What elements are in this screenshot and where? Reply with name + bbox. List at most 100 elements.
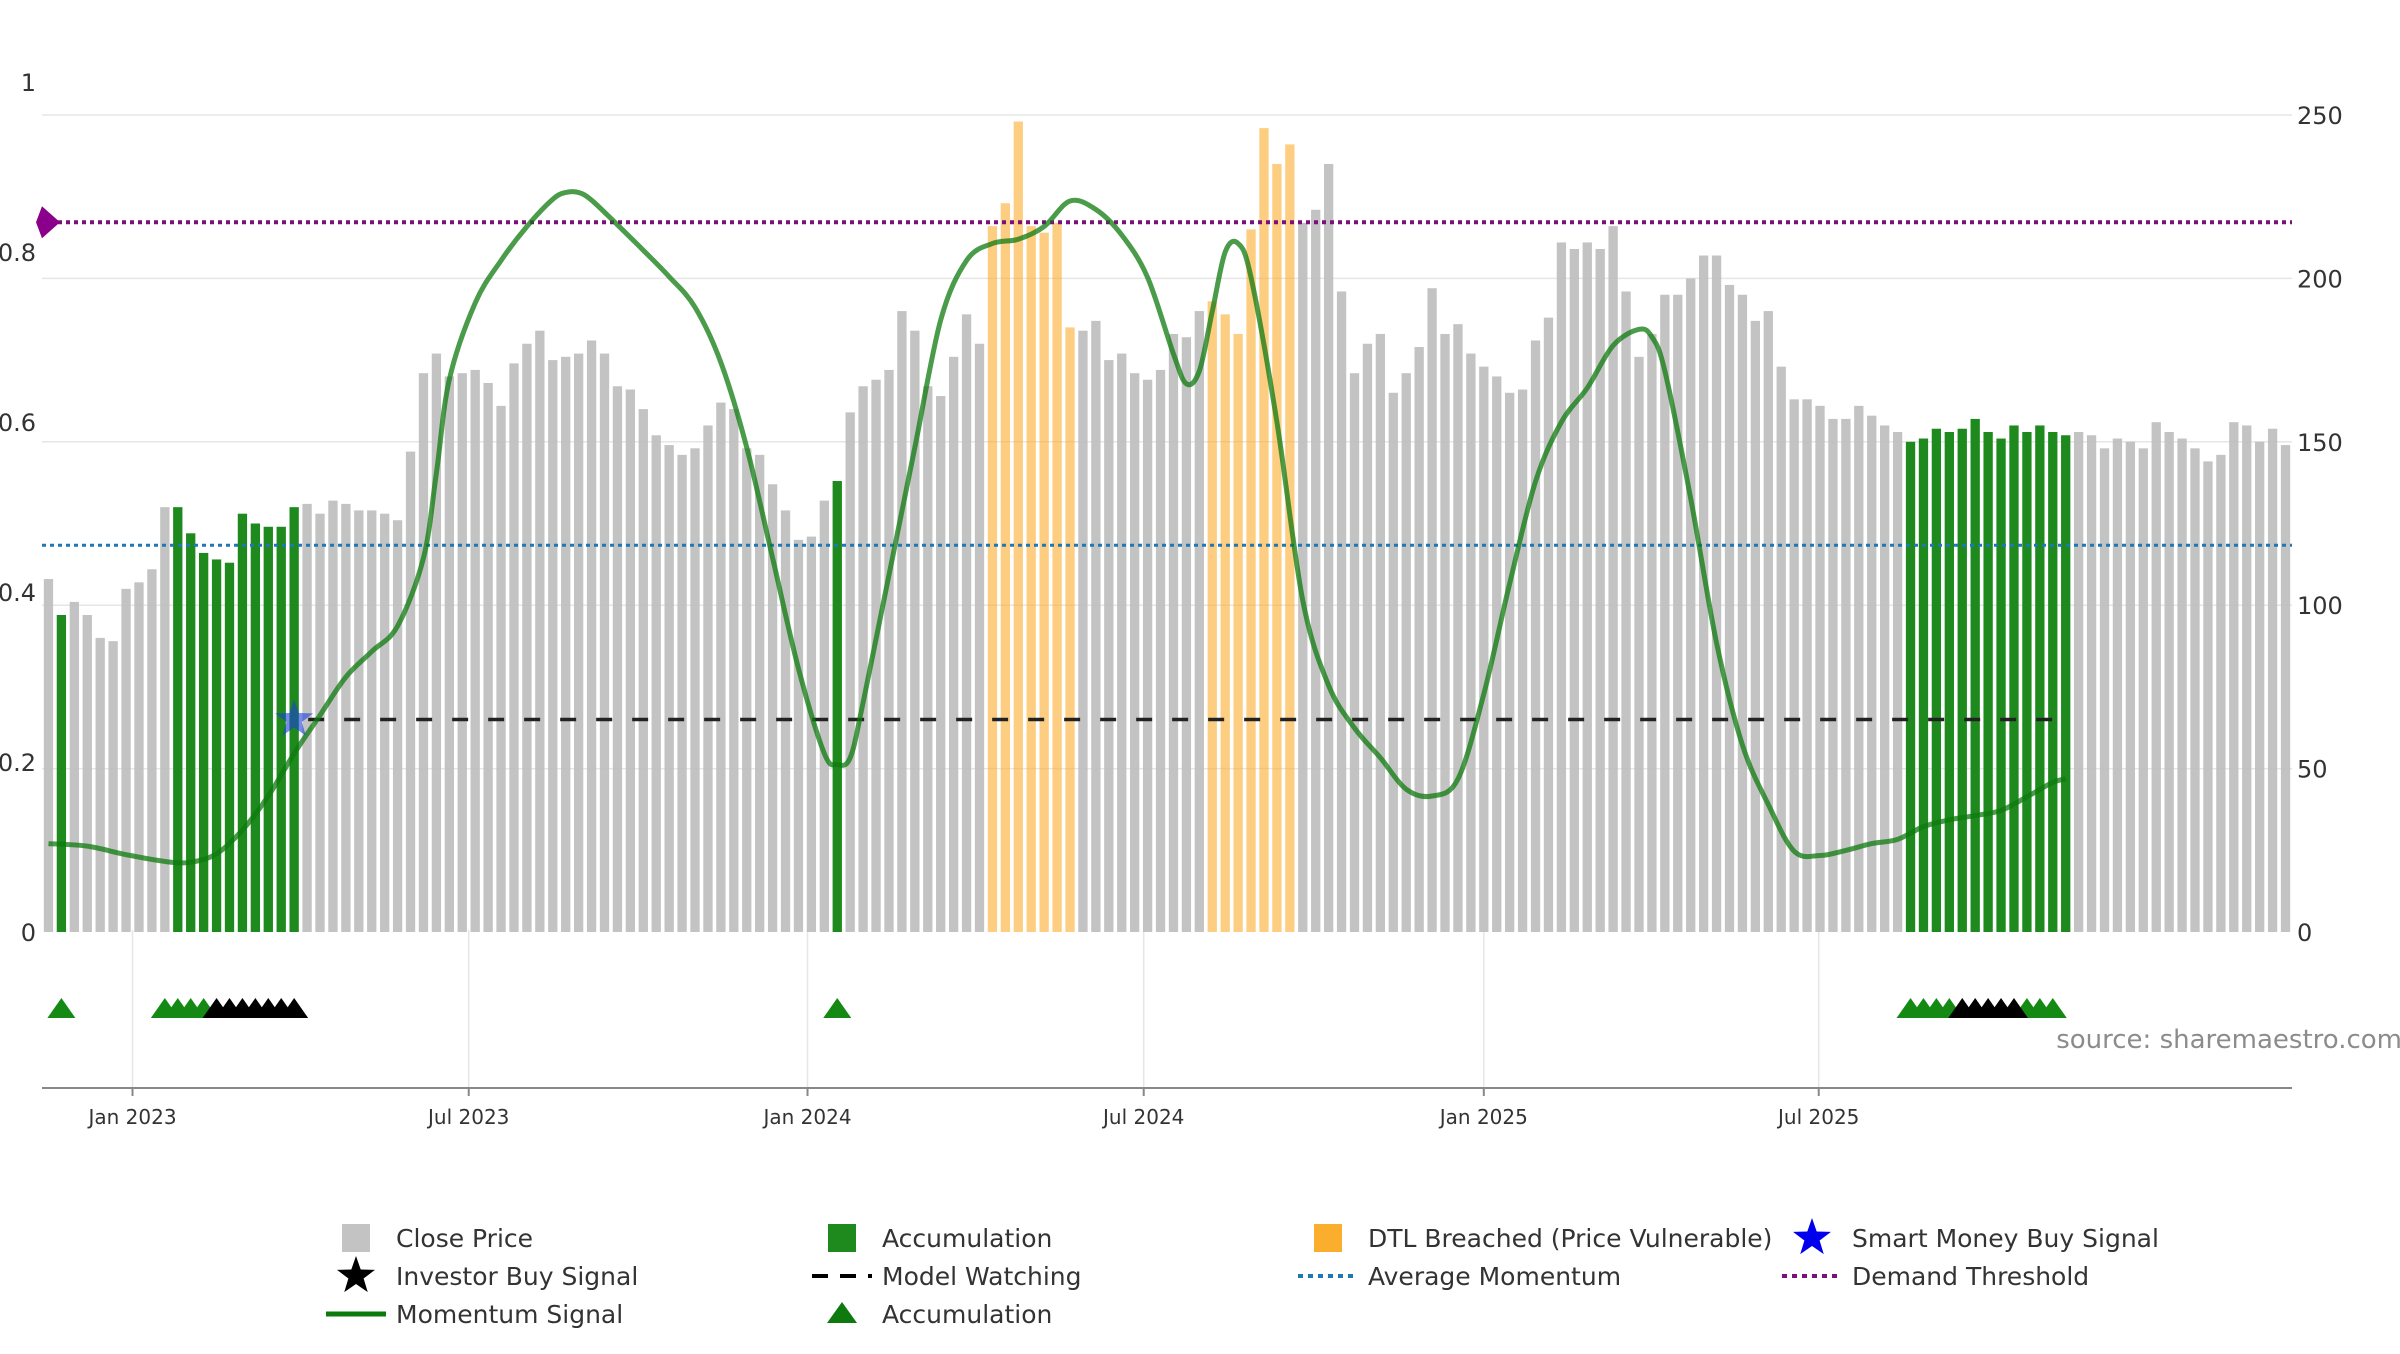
bar-accumulation: [250, 523, 261, 932]
bar-close-price: [69, 601, 79, 932]
bar-dtl-breached: [1272, 164, 1282, 932]
right-axis-tick: 250: [2297, 102, 2343, 130]
legend-swatch-2: [1314, 1224, 1342, 1252]
bar-close-price: [431, 353, 442, 933]
bar-close-price: [742, 448, 752, 932]
bar-close-price: [1414, 347, 1424, 932]
bar-close-price: [1104, 360, 1114, 933]
bar-close-price: [535, 330, 545, 932]
bar-close-price: [2203, 461, 2213, 932]
x-axis-tick-label: Jul 2025: [1776, 1105, 1859, 1129]
bar-close-price: [2164, 431, 2174, 932]
accumulation-triangle: [47, 998, 76, 1018]
bar-accumulation: [56, 615, 67, 932]
bar-close-price: [729, 409, 739, 932]
indicator-lines: [36, 189, 2292, 866]
legend-label-7: Demand Threshold: [1852, 1262, 2089, 1291]
bar-close-price: [328, 500, 338, 932]
bar-close-price: [1375, 333, 1386, 932]
axes: 0 0.2 0.4 0.6 0.8 1 0 50 100 150 200 250 Jan 2023 Jul…: [0, 69, 2343, 1129]
bar-close-price: [1828, 418, 1838, 932]
bar-close-price: [910, 330, 920, 932]
bar-accumulation: [1996, 438, 2006, 932]
bar-close-price: [1362, 343, 1373, 932]
bar-close-price: [1427, 288, 1437, 933]
bar-accumulation: [186, 533, 196, 932]
bar-close-price: [1401, 373, 1411, 932]
bar-close-price: [612, 386, 623, 932]
x-axis-tick-label: Jan 2025: [1438, 1105, 1528, 1129]
bar-close-price: [845, 412, 855, 932]
x-axis-tick-label: Jul 2024: [1101, 1105, 1184, 1129]
accumulation-triangle: [2038, 998, 2067, 1018]
bar-close-price: [1582, 242, 1592, 932]
bar-close-price: [2280, 445, 2291, 932]
bar-close-price: [1194, 311, 1204, 933]
source-label: source: sharemaestro.com: [2056, 1025, 2400, 1055]
bar-accumulation: [276, 526, 286, 932]
signal-markers: [47, 699, 2067, 1018]
right-axis-tick: 0: [2297, 919, 2312, 947]
bar-accumulation: [2022, 431, 2032, 932]
bar-dtl-breached: [1246, 229, 1256, 932]
bar-close-price: [1130, 373, 1140, 932]
bar-accumulation: [211, 559, 222, 932]
x-axis-tick-label: Jan 2024: [761, 1105, 851, 1129]
legend-label-0: Close Price: [396, 1224, 533, 1253]
bar-close-price: [418, 373, 429, 932]
investor-buy-triangle: [280, 998, 309, 1018]
bar-close-price: [974, 343, 985, 932]
bar-accumulation: [1918, 438, 1929, 932]
bar-close-price: [147, 569, 157, 932]
bar-close-price: [561, 356, 571, 932]
bar-close-price: [522, 343, 532, 932]
bar-accumulation: [1905, 441, 1916, 932]
bar-close-price: [1440, 333, 1450, 932]
bar-close-price: [858, 386, 868, 932]
bar-close-price: [2255, 441, 2265, 932]
bar-dtl-breached: [1026, 226, 1036, 932]
bar-close-price: [573, 353, 584, 933]
bar-close-price: [1763, 311, 1773, 933]
bar-accumulation: [2035, 425, 2045, 932]
legend-swatch-1: [828, 1224, 856, 1252]
legend: Close Price Accumulation DTL Breached (Pri…: [326, 1218, 2159, 1329]
bar-close-price: [625, 389, 636, 933]
bar-close-price: [1789, 399, 1799, 932]
bar-close-price: [496, 405, 506, 932]
bar-close-price: [2086, 435, 2097, 932]
bar-close-price: [2151, 422, 2161, 932]
legend-triangle-9: [827, 1302, 857, 1323]
bar-dtl-breached: [1013, 121, 1023, 932]
bar-close-price: [2138, 448, 2148, 932]
legend-label-1: Accumulation: [882, 1224, 1052, 1253]
bar-close-price: [1854, 405, 1864, 932]
bar-close-price: [82, 615, 92, 932]
bar-close-price: [1776, 366, 1786, 932]
right-axis-tick: 150: [2297, 429, 2343, 457]
bar-close-price: [302, 503, 312, 932]
bar-dtl-breached: [1039, 232, 1049, 932]
bar-close-price: [160, 507, 170, 932]
right-axis-tick: 50: [2297, 756, 2328, 784]
bar-accumulation: [1931, 428, 1942, 932]
bar-close-price: [884, 369, 894, 932]
bar-close-price: [134, 582, 144, 932]
bar-close-price: [819, 500, 829, 932]
bar-close-price: [1673, 294, 1683, 932]
bar-close-price: [470, 369, 480, 932]
bar-close-price: [405, 451, 416, 932]
bar-close-price: [1660, 294, 1670, 932]
bar-close-price: [483, 382, 493, 932]
bar-close-price: [755, 454, 765, 932]
bar-accumulation: [173, 507, 183, 932]
bar-close-price: [457, 373, 467, 932]
bar-dtl-breached: [1220, 314, 1230, 932]
left-axis-tick: 0.2: [0, 749, 36, 777]
bar-close-price: [2125, 441, 2136, 932]
legend-label-4: Investor Buy Signal: [396, 1262, 638, 1291]
bar-close-price: [677, 454, 687, 932]
bar-close-price: [1634, 356, 1644, 932]
bar-close-price: [1453, 324, 1463, 933]
